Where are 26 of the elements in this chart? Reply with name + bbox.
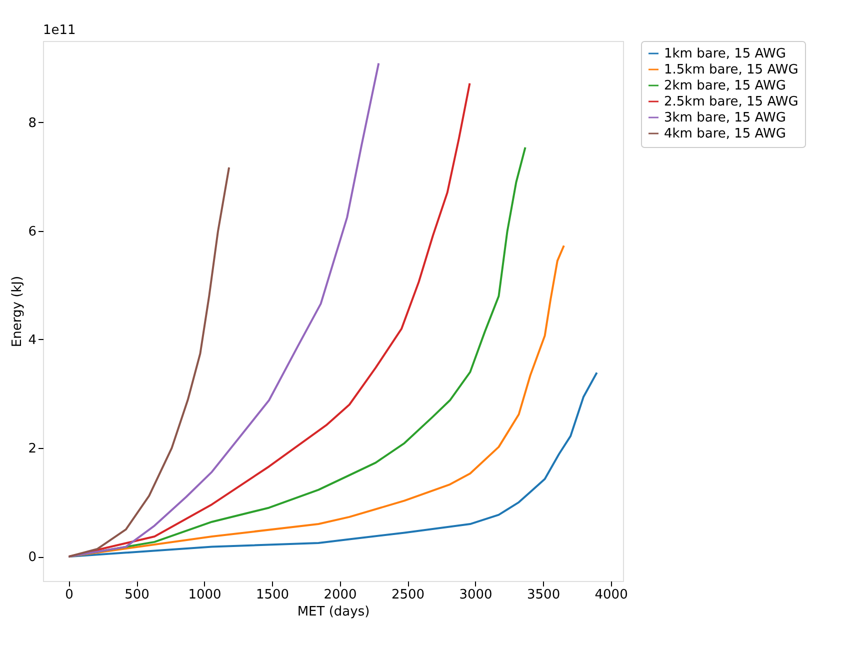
- y-tick-label: 6: [28, 224, 36, 240]
- legend-label: 3km bare, 15 AWG: [664, 110, 786, 126]
- x-tick-label: 3500: [527, 588, 560, 602]
- x-tick-label: 0: [65, 588, 74, 602]
- legend-label: 4km bare, 15 AWG: [664, 126, 786, 142]
- x-tick-label: 1000: [188, 588, 222, 602]
- x-tick-label: 2000: [324, 588, 357, 602]
- legend-label: 2km bare, 15 AWG: [664, 78, 786, 94]
- legend-label: 1km bare, 15 AWG: [664, 46, 786, 62]
- x-tick-label: 2500: [391, 588, 425, 602]
- legend-label: 2.5km bare, 15 AWG: [664, 94, 798, 110]
- x-tick-label: 1500: [256, 588, 290, 602]
- line-series: [68, 166, 230, 558]
- y-tick-label: 2: [28, 442, 36, 457]
- y-tick-label: 4: [28, 332, 36, 348]
- y-tick-label: 8: [28, 116, 36, 131]
- x-tick-label: 4000: [594, 588, 628, 602]
- line-series: [68, 62, 380, 558]
- x-tick-label: 500: [124, 588, 150, 602]
- y-axis-title: Energy (kJ): [10, 276, 26, 348]
- x-axis-title: MET (days): [297, 604, 370, 620]
- line-series: [68, 244, 565, 558]
- legend-label: 1.5km bare, 15 AWG: [664, 62, 798, 78]
- text: 1e11: [43, 23, 76, 38]
- x-tick-label: 3000: [459, 588, 492, 602]
- y-tick-label: 0: [28, 550, 36, 566]
